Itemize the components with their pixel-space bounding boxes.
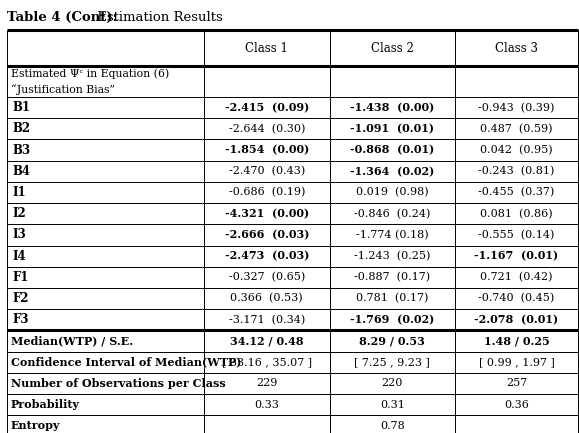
Text: -0.455  (0.37): -0.455 (0.37) (478, 187, 555, 197)
Text: -2.470  (0.43): -2.470 (0.43) (229, 166, 305, 176)
Text: F2: F2 (13, 292, 29, 305)
Text: 0.081  (0.86): 0.081 (0.86) (480, 209, 553, 219)
Text: 1.48 / 0.25: 1.48 / 0.25 (483, 336, 549, 346)
Text: Number of Observations per Class: Number of Observations per Class (11, 378, 226, 389)
Text: -0.868  (0.01): -0.868 (0.01) (350, 145, 434, 155)
Text: -1.774 (0.18): -1.774 (0.18) (356, 230, 428, 240)
Text: -1.854  (0.00): -1.854 (0.00) (225, 145, 309, 155)
Text: -1.364  (0.02): -1.364 (0.02) (350, 166, 434, 177)
Text: [ 7.25 , 9.23 ]: [ 7.25 , 9.23 ] (354, 357, 430, 367)
Text: 8.29 / 0.53: 8.29 / 0.53 (360, 336, 425, 346)
Text: Median(WTP) / S.E.: Median(WTP) / S.E. (11, 336, 133, 346)
Text: B3: B3 (13, 143, 31, 157)
Text: I4: I4 (13, 249, 27, 263)
Text: 0.78: 0.78 (380, 421, 405, 431)
Text: 0.487  (0.59): 0.487 (0.59) (480, 124, 553, 134)
Text: F3: F3 (13, 313, 29, 326)
Text: -1.167  (0.01): -1.167 (0.01) (474, 251, 559, 262)
Text: -0.740  (0.45): -0.740 (0.45) (478, 294, 555, 304)
Text: “Justification Bias”: “Justification Bias” (11, 84, 115, 94)
Text: 0.721  (0.42): 0.721 (0.42) (480, 272, 553, 282)
Text: I2: I2 (13, 207, 27, 220)
Text: -1.769  (0.02): -1.769 (0.02) (350, 314, 434, 325)
Text: Estimated Ψᶜ in Equation (6): Estimated Ψᶜ in Equation (6) (11, 68, 169, 79)
Text: -1.091  (0.01): -1.091 (0.01) (350, 123, 434, 134)
Text: -2.078  (0.01): -2.078 (0.01) (474, 314, 559, 325)
Text: 0.781  (0.17): 0.781 (0.17) (356, 294, 428, 304)
Text: Class 3: Class 3 (495, 42, 538, 55)
Text: 0.31: 0.31 (380, 400, 405, 410)
Text: -0.327  (0.65): -0.327 (0.65) (229, 272, 305, 282)
Text: -2.473  (0.03): -2.473 (0.03) (225, 251, 309, 262)
Text: Entropy: Entropy (11, 420, 60, 431)
Text: 229: 229 (256, 378, 277, 388)
Text: F1: F1 (13, 271, 29, 284)
Text: -0.243  (0.81): -0.243 (0.81) (478, 166, 555, 176)
Text: [ 33.16 , 35.07 ]: [ 33.16 , 35.07 ] (222, 357, 312, 367)
Text: 34.12 / 0.48: 34.12 / 0.48 (230, 336, 303, 346)
Text: 0.366  (0.53): 0.366 (0.53) (230, 294, 303, 304)
Text: 0.33: 0.33 (254, 400, 279, 410)
Text: Class 2: Class 2 (371, 42, 414, 55)
Text: Estimation Results: Estimation Results (93, 11, 222, 24)
Text: 0.019  (0.98): 0.019 (0.98) (356, 187, 428, 197)
Text: -0.943  (0.39): -0.943 (0.39) (478, 103, 555, 113)
Text: 220: 220 (382, 378, 403, 388)
Text: B4: B4 (13, 165, 31, 178)
Text: I1: I1 (13, 186, 27, 199)
Text: B2: B2 (13, 122, 31, 136)
Text: [ 0.99 , 1.97 ]: [ 0.99 , 1.97 ] (478, 357, 555, 367)
Text: -1.243  (0.25): -1.243 (0.25) (354, 251, 431, 261)
Text: -4.321  (0.00): -4.321 (0.00) (225, 208, 309, 219)
Text: -2.666  (0.03): -2.666 (0.03) (225, 229, 309, 240)
Text: Confidence Interval of Median(WTP): Confidence Interval of Median(WTP) (11, 357, 241, 368)
Text: -0.686  (0.19): -0.686 (0.19) (229, 187, 305, 197)
Text: -2.644  (0.30): -2.644 (0.30) (229, 124, 305, 134)
Text: 0.042  (0.95): 0.042 (0.95) (480, 145, 553, 155)
Text: -0.887  (0.17): -0.887 (0.17) (354, 272, 430, 282)
Text: 0.36: 0.36 (504, 400, 529, 410)
Text: I3: I3 (13, 228, 27, 242)
Text: -2.415  (0.09): -2.415 (0.09) (225, 102, 309, 113)
Text: Table 4 (Cont):: Table 4 (Cont): (7, 11, 118, 24)
Text: 257: 257 (506, 378, 527, 388)
Text: Class 1: Class 1 (245, 42, 288, 55)
Text: B1: B1 (13, 101, 31, 114)
Text: Probability: Probability (11, 399, 80, 410)
Text: -0.555  (0.14): -0.555 (0.14) (478, 230, 555, 240)
Text: -1.438  (0.00): -1.438 (0.00) (350, 102, 434, 113)
Text: -0.846  (0.24): -0.846 (0.24) (354, 209, 431, 219)
Text: -3.171  (0.34): -3.171 (0.34) (229, 315, 305, 325)
